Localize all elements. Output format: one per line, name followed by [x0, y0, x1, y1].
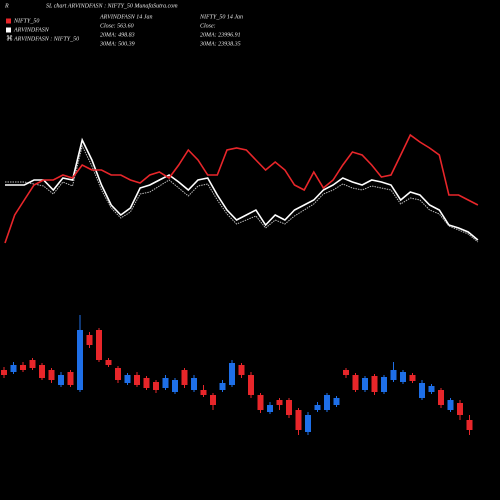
info-text: Close:	[200, 23, 216, 29]
candle-body	[58, 375, 64, 385]
candle-body	[362, 378, 368, 390]
series-line	[4, 133, 479, 244]
candle-body	[153, 382, 159, 390]
info-text: Close: 563.60	[100, 23, 134, 29]
candle-body	[143, 378, 150, 388]
candle-body	[438, 390, 444, 405]
info-text: 20MA: 498.83	[100, 31, 135, 38]
candle-body	[324, 395, 330, 410]
info-text: 30MA: 23938.35	[199, 41, 241, 47]
candle-body	[314, 405, 321, 410]
candle-body	[238, 365, 245, 375]
candle-body	[29, 360, 36, 368]
candle-body	[96, 330, 102, 360]
candle-body	[200, 390, 207, 395]
info-text: ARVINDFASN 14 Jan	[99, 13, 152, 20]
candle-body	[333, 398, 340, 405]
legend-label: ARVINDFASN : NIFTY_50	[13, 36, 79, 42]
candle-body	[409, 375, 416, 381]
candle-body	[210, 395, 216, 405]
candle-body	[1, 370, 7, 375]
candle-body	[10, 365, 17, 372]
candle-body	[390, 370, 397, 380]
candle-body	[419, 383, 425, 398]
candle-body	[381, 377, 387, 392]
candle-body	[305, 415, 311, 432]
candle-body	[447, 400, 454, 410]
legend-label: NIFTY_50	[13, 18, 39, 24]
candle-body	[20, 365, 26, 370]
candle-body	[124, 375, 131, 383]
candle-body	[48, 370, 55, 380]
candle-body	[286, 400, 292, 415]
candle-body	[86, 335, 93, 345]
candle-body	[267, 405, 273, 412]
info-text: 20MA: 23996.91	[200, 32, 241, 38]
candle-body	[343, 370, 349, 375]
series-line	[5, 144, 479, 243]
legend-marker: ⌘	[6, 35, 13, 43]
candle-body	[371, 376, 378, 392]
candle-body	[219, 383, 226, 390]
candle-body	[172, 380, 178, 392]
candle-body	[181, 370, 188, 385]
series-line	[5, 137, 479, 241]
candle-body	[295, 410, 302, 430]
candle-body	[248, 375, 254, 395]
legend-marker	[6, 27, 11, 33]
candle-body	[191, 378, 197, 390]
candle-body	[428, 386, 435, 392]
candle-body	[134, 375, 140, 385]
candle-body	[115, 368, 121, 380]
candle-body	[352, 375, 359, 390]
candle-body	[77, 330, 83, 390]
chart-title: SL chart ARVINDFASN : NIFTY_50 MunafaSut…	[46, 2, 178, 9]
info-text: NIFTY_50 14 Jan	[199, 13, 243, 20]
info-text: 30MA: 500.39	[99, 41, 135, 47]
candle-body	[400, 372, 406, 382]
candle-body	[257, 395, 264, 410]
legend-label: ARVINDFASN	[13, 27, 50, 33]
candle-body	[162, 378, 169, 388]
legend-marker	[6, 18, 11, 24]
candle-body	[457, 403, 463, 415]
candle-body	[229, 363, 235, 385]
candle-body	[67, 372, 74, 385]
candle-body	[39, 365, 45, 378]
candle-body	[105, 360, 112, 365]
candle-body	[466, 420, 473, 430]
title-initial: R	[4, 3, 9, 9]
candle-body	[276, 400, 283, 405]
